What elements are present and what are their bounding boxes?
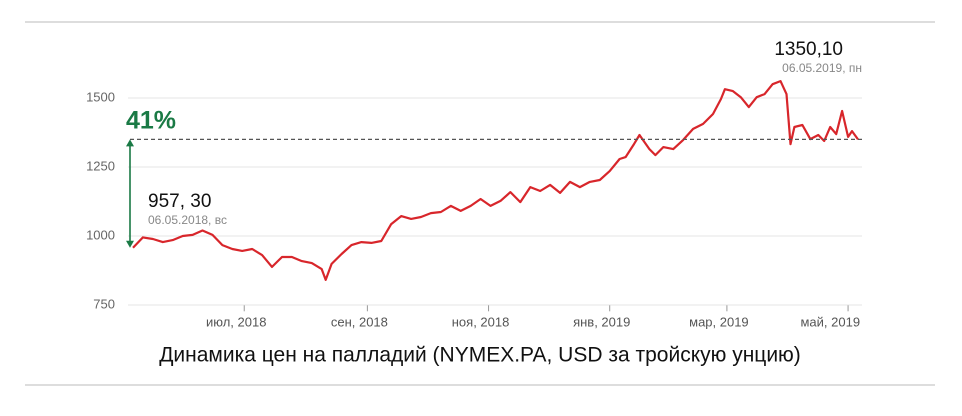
x-tick-label: май, 2019 — [800, 314, 860, 329]
caption: Динамика цен на палладий (NYMEX.PA, USD … — [159, 344, 801, 367]
x-tick-label: мар, 2019 — [689, 314, 749, 329]
x-tick-label: янв, 2019 — [573, 314, 630, 329]
end-value-label: 1350,10 — [774, 39, 843, 60]
change-label: 41% — [126, 107, 176, 135]
y-tick-label: 1000 — [86, 227, 115, 242]
y-tick-label: 1250 — [86, 158, 115, 173]
x-tick-label: сен, 2018 — [331, 314, 388, 329]
end-date-label: 06.05.2019, пн — [782, 61, 862, 75]
x-tick-label: ноя, 2018 — [452, 314, 510, 329]
start-date-label: 06.05.2018, вс — [148, 213, 227, 227]
price-line — [132, 80, 859, 281]
x-tick-label: июл, 2018 — [206, 314, 266, 329]
start-value-label: 957, 30 — [148, 191, 211, 212]
arrow-head — [126, 139, 134, 147]
y-tick-label: 1500 — [86, 89, 115, 104]
arrow-head — [126, 240, 134, 248]
y-tick-label: 750 — [93, 296, 115, 311]
